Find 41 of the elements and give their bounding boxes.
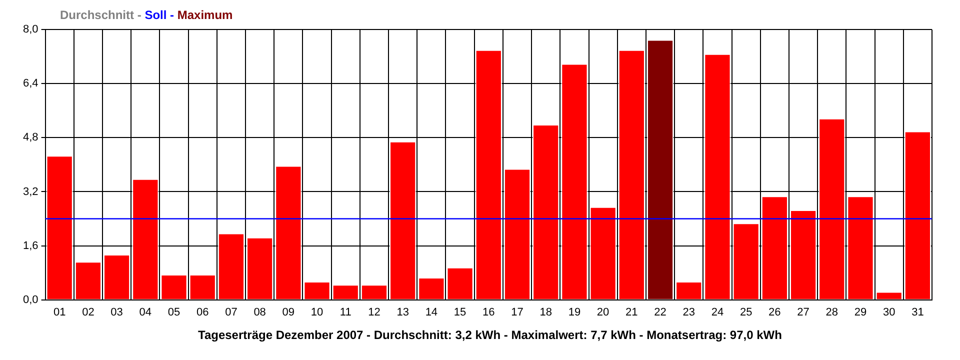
x-tick-label: 31 <box>912 306 924 318</box>
x-tick-label: 12 <box>368 306 380 318</box>
text: Soll - <box>144 8 174 22</box>
x-tick-label: 16 <box>482 306 495 318</box>
y-tick-label: 0,0 <box>22 294 38 306</box>
x-tick-label: 05 <box>168 306 180 318</box>
x-tick-label: 10 <box>310 306 324 318</box>
text: Durchschnitt - <box>60 8 142 22</box>
x-tick-label: 18 <box>540 306 552 318</box>
y-tick-label: 8,0 <box>22 24 38 36</box>
x-tick-label: 08 <box>254 306 266 318</box>
y-tick-label: 3,2 <box>22 186 38 198</box>
x-tick-label: 21 <box>626 306 638 318</box>
x-tick-label: 23 <box>682 306 695 318</box>
y-tick-label: 1,6 <box>22 240 38 252</box>
x-tick-label: 30 <box>882 306 896 318</box>
x-tick-label: 20 <box>596 306 610 318</box>
x-tick-label: 29 <box>854 306 867 318</box>
x-tick-label: 25 <box>740 306 752 318</box>
x-tick-label: 17 <box>511 306 524 318</box>
x-tick-label: 22 <box>654 306 666 318</box>
x-tick-label: 11 <box>340 306 352 318</box>
x-axis-title: Tageserträge Dezember 2007 - Durchschnitt: 3,2 kWh - Maximalwert: 7,7 kWh - Monatsertrag: 97,0 kWh <box>197 328 783 342</box>
y-tick-label: 6,4 <box>22 78 38 90</box>
x-tick-label: 14 <box>425 306 438 318</box>
x-tick-label: 07 <box>225 306 238 318</box>
x-tick-label: 01 <box>53 306 66 318</box>
x-tick-label: 04 <box>139 306 152 318</box>
x-tick-label: 02 <box>82 306 94 318</box>
x-tick-label: 15 <box>454 306 466 318</box>
x-tick-label: 26 <box>768 306 781 318</box>
x-tick-label: 24 <box>711 306 724 318</box>
y-tick-label: 4,8 <box>22 132 38 144</box>
x-tick-label: 27 <box>797 306 810 318</box>
x-tick-label: 03 <box>110 306 123 318</box>
x-tick-label: 06 <box>196 306 209 318</box>
x-tick-label: 19 <box>568 306 581 318</box>
x-tick-label: 09 <box>282 306 295 318</box>
x-tick-label: 28 <box>826 306 838 318</box>
text: Maximum <box>177 8 233 22</box>
x-tick-label: 13 <box>396 306 409 318</box>
